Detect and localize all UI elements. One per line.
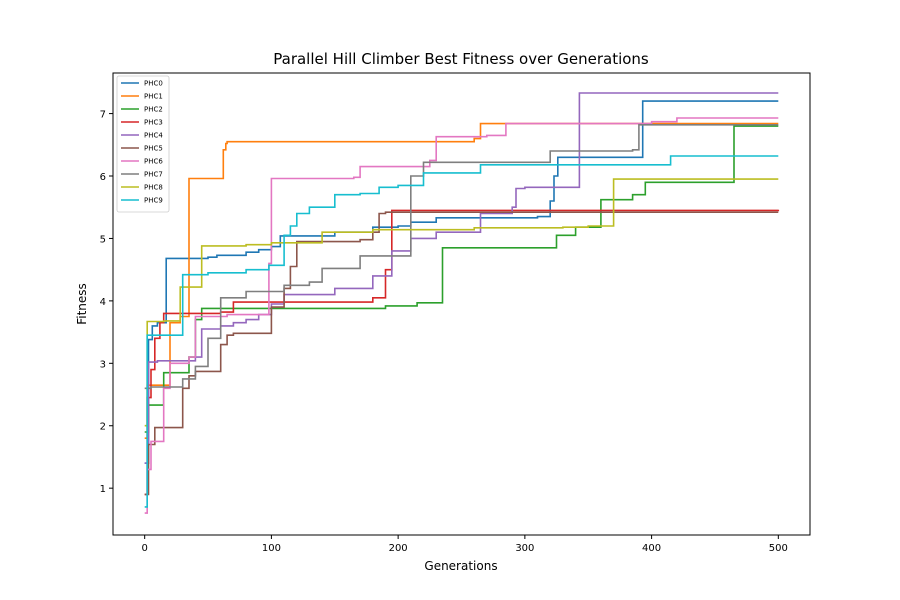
- y-axis-label: Fitness: [75, 283, 89, 325]
- series-line-phc4: [144, 92, 779, 464]
- x-tick-label: 0: [141, 543, 147, 554]
- series-line-phc8: [144, 178, 779, 427]
- legend-label-phc7: PHC7: [144, 171, 163, 179]
- y-tick-label: 7: [100, 110, 106, 121]
- legend-label-phc8: PHC8: [144, 184, 163, 192]
- y-tick-label: 1: [100, 484, 106, 495]
- legend-box: [116, 75, 170, 213]
- legend: PHC0 PHC1 PHC2 PHC3 PHC4 PHC5 PHC6 PHC7 PHC8 PHC9: [116, 75, 170, 213]
- x-tick-label: 500: [769, 543, 788, 554]
- legend-label-phc5: PHC5: [144, 145, 163, 153]
- legend-label-phc4: PHC4: [144, 132, 163, 140]
- x-axis-label: Generations: [424, 559, 497, 573]
- axis-ticks: 0 100 200 300 400 500 1 2 3 4 5 6 7: [100, 110, 788, 554]
- legend-label-phc1: PHC1: [144, 93, 163, 101]
- legend-label-phc9: PHC9: [144, 197, 163, 205]
- x-tick-label: 300: [515, 543, 534, 554]
- legend-label-phc0: PHC0: [144, 80, 163, 88]
- series-line-phc2: [144, 125, 779, 433]
- legend-label-phc6: PHC6: [144, 158, 163, 166]
- y-tick-label: 4: [100, 297, 106, 308]
- x-tick-label: 400: [642, 543, 661, 554]
- series-line-phc1: [144, 122, 779, 439]
- series-line-phc5: [144, 211, 779, 496]
- series-line-phc3: [144, 209, 780, 496]
- chart-title: Parallel Hill Climber Best Fitness over …: [273, 50, 649, 68]
- x-tick-label: 100: [262, 543, 281, 554]
- series-line-phc0: [144, 100, 779, 464]
- legend-label-phc3: PHC3: [144, 119, 163, 127]
- series-line-phc6: [144, 117, 779, 514]
- y-tick-label: 3: [100, 359, 106, 370]
- y-tick-label: 2: [100, 422, 106, 433]
- plot-frame: [112, 72, 811, 536]
- y-tick-label: 5: [100, 234, 106, 245]
- series-line-phc7: [144, 124, 779, 390]
- plot-area: [144, 92, 780, 514]
- x-tick-label: 200: [389, 543, 408, 554]
- series-line-phc9: [144, 155, 779, 508]
- y-tick-label: 6: [100, 172, 106, 183]
- legend-label-phc2: PHC2: [144, 106, 163, 114]
